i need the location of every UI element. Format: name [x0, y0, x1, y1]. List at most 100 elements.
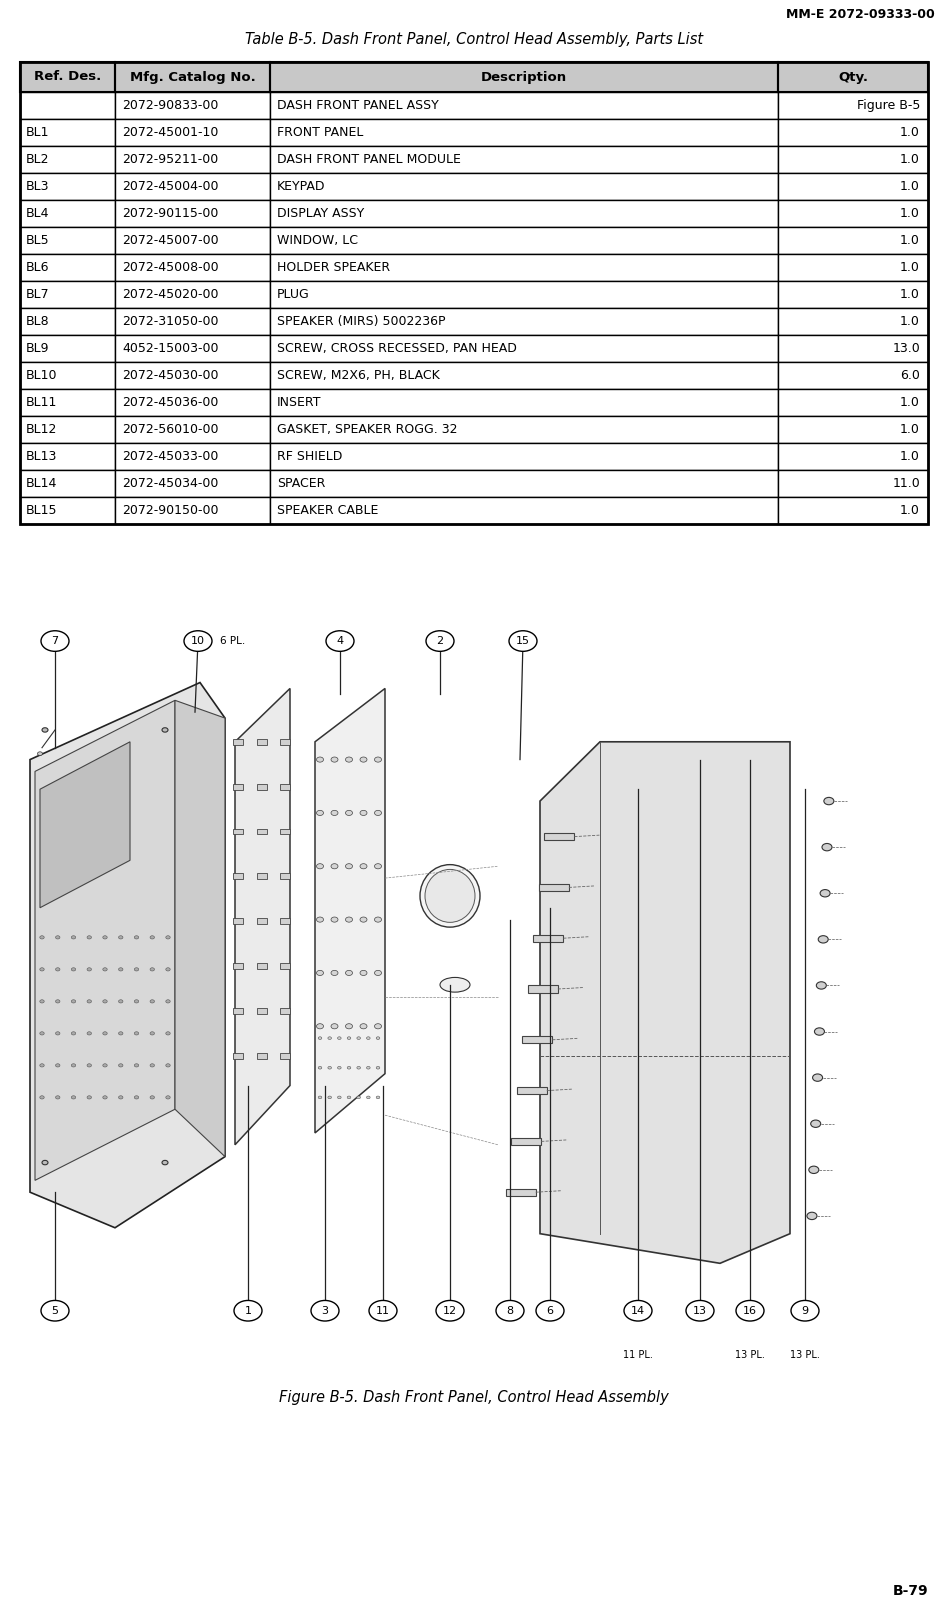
- Circle shape: [87, 999, 91, 1003]
- Text: 2: 2: [436, 637, 444, 646]
- Circle shape: [317, 1024, 323, 1028]
- Circle shape: [811, 1120, 821, 1127]
- Bar: [269, 471, 778, 496]
- Bar: [517, 1086, 547, 1095]
- Bar: [269, 92, 778, 119]
- Circle shape: [71, 967, 76, 970]
- Circle shape: [42, 727, 48, 732]
- Circle shape: [812, 1074, 823, 1082]
- Circle shape: [367, 1096, 370, 1099]
- Bar: [778, 280, 928, 308]
- Text: 1.0: 1.0: [900, 422, 920, 435]
- Circle shape: [56, 967, 60, 970]
- Circle shape: [345, 917, 353, 922]
- Text: 6 PL.: 6 PL.: [220, 637, 246, 646]
- Circle shape: [166, 999, 171, 1003]
- Circle shape: [736, 1301, 764, 1320]
- Text: SPEAKER (MIRS) 5002236P: SPEAKER (MIRS) 5002236P: [277, 314, 446, 327]
- Text: 9: 9: [801, 1306, 809, 1315]
- Text: 10: 10: [191, 637, 205, 646]
- Circle shape: [374, 970, 381, 975]
- Bar: [20, 147, 116, 172]
- Circle shape: [56, 935, 60, 938]
- Circle shape: [822, 843, 832, 851]
- Bar: [116, 471, 269, 496]
- Circle shape: [150, 967, 155, 970]
- Circle shape: [376, 1037, 380, 1040]
- Bar: [280, 783, 290, 790]
- Bar: [116, 200, 269, 227]
- Circle shape: [347, 1096, 351, 1099]
- Circle shape: [319, 1096, 321, 1099]
- Circle shape: [87, 1096, 91, 1099]
- Bar: [116, 388, 269, 416]
- Bar: [280, 919, 290, 924]
- Text: 2072-45020-00: 2072-45020-00: [122, 289, 219, 301]
- Bar: [116, 172, 269, 200]
- Text: 2072-56010-00: 2072-56010-00: [122, 422, 219, 435]
- Circle shape: [40, 1032, 45, 1035]
- Circle shape: [56, 1064, 60, 1067]
- Bar: [778, 308, 928, 335]
- Circle shape: [376, 1067, 380, 1069]
- Text: BL4: BL4: [26, 206, 49, 219]
- Bar: [20, 416, 116, 443]
- Text: 2072-45008-00: 2072-45008-00: [122, 261, 219, 274]
- Bar: [778, 496, 928, 524]
- Bar: [20, 61, 928, 524]
- Bar: [20, 496, 116, 524]
- Circle shape: [42, 1161, 48, 1165]
- Text: BL11: BL11: [26, 397, 58, 409]
- Circle shape: [824, 798, 834, 804]
- Circle shape: [436, 1301, 464, 1320]
- Text: RF SHIELD: RF SHIELD: [277, 450, 342, 463]
- Circle shape: [331, 917, 338, 922]
- Circle shape: [166, 1032, 171, 1035]
- Circle shape: [135, 1032, 138, 1035]
- Bar: [20, 280, 116, 308]
- Ellipse shape: [420, 864, 480, 927]
- Circle shape: [311, 1301, 339, 1320]
- Circle shape: [374, 1024, 381, 1028]
- Circle shape: [40, 935, 45, 938]
- Circle shape: [162, 727, 168, 732]
- Circle shape: [360, 970, 367, 975]
- Text: Figure B-5. Dash Front Panel, Control Head Assembly: Figure B-5. Dash Front Panel, Control He…: [279, 1390, 669, 1406]
- Bar: [20, 335, 116, 363]
- Polygon shape: [40, 742, 130, 908]
- Text: BL3: BL3: [26, 181, 49, 193]
- Text: 6: 6: [546, 1306, 554, 1315]
- Circle shape: [41, 1301, 69, 1320]
- Circle shape: [87, 967, 91, 970]
- Bar: [20, 61, 116, 92]
- Bar: [116, 308, 269, 335]
- Bar: [522, 1037, 553, 1043]
- Bar: [511, 1138, 541, 1145]
- Text: 2072-90833-00: 2072-90833-00: [122, 98, 219, 111]
- Bar: [778, 172, 928, 200]
- Circle shape: [166, 1096, 171, 1099]
- Bar: [233, 919, 243, 924]
- Bar: [269, 172, 778, 200]
- Text: BL1: BL1: [26, 126, 49, 139]
- Circle shape: [162, 1161, 168, 1165]
- Bar: [20, 172, 116, 200]
- Polygon shape: [175, 700, 225, 1157]
- Circle shape: [166, 967, 171, 970]
- Circle shape: [118, 1096, 123, 1099]
- Circle shape: [56, 1096, 60, 1099]
- Text: 1.0: 1.0: [900, 261, 920, 274]
- Circle shape: [319, 1037, 321, 1040]
- Bar: [269, 61, 778, 92]
- Bar: [116, 496, 269, 524]
- Text: 1.0: 1.0: [900, 206, 920, 219]
- Bar: [778, 147, 928, 172]
- Polygon shape: [30, 682, 225, 1228]
- Circle shape: [331, 811, 338, 816]
- Text: SCREW, CROSS RECESSED, PAN HEAD: SCREW, CROSS RECESSED, PAN HEAD: [277, 342, 517, 355]
- Bar: [269, 147, 778, 172]
- Text: 2072-90150-00: 2072-90150-00: [122, 505, 219, 517]
- Bar: [778, 200, 928, 227]
- Circle shape: [356, 1067, 360, 1069]
- Text: Description: Description: [481, 71, 567, 84]
